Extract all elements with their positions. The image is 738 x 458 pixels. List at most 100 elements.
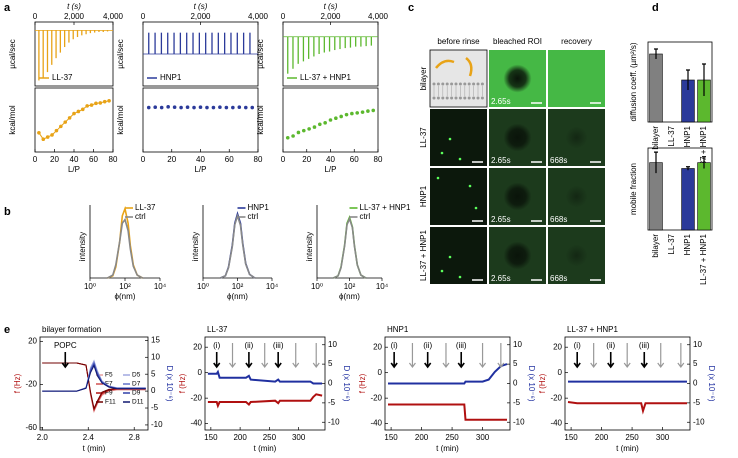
lipid-head	[467, 96, 471, 100]
x-tick-label: 200	[415, 433, 429, 442]
lipid-head	[458, 96, 462, 100]
x-tick-label: 150	[564, 433, 578, 442]
bar	[681, 168, 695, 231]
bar	[649, 53, 663, 123]
x-tick-label: 10²	[344, 282, 356, 291]
y-tick-label: -60	[25, 423, 37, 432]
panel-label: e	[4, 324, 10, 336]
recovered-spot	[565, 244, 588, 267]
annotation-label: (iii)	[639, 341, 650, 350]
lipid-head	[463, 96, 467, 100]
y-axis-label: f (Hz)	[538, 373, 547, 393]
data-point	[339, 114, 343, 119]
timestamp: 2.65s	[491, 274, 511, 283]
y-tick-label: 20	[373, 342, 382, 351]
panel-label: b	[4, 206, 11, 218]
bleached-spot	[503, 123, 532, 152]
lipid-head	[454, 96, 458, 100]
annotation-arrow	[61, 352, 69, 369]
y-tick-label: -40	[190, 419, 202, 428]
rinse-arrow	[590, 343, 598, 368]
x-tick-label: 10⁰	[197, 282, 209, 291]
data-point	[323, 121, 327, 125]
x-axis-label: t (min)	[436, 444, 459, 453]
lipid-head	[445, 96, 449, 100]
data-point	[67, 116, 72, 120]
rinse-arrow	[497, 343, 505, 368]
legend-label: LL-37 + HNP1	[360, 203, 411, 212]
x-tick-label: 4,000	[103, 12, 124, 21]
data-point	[94, 101, 98, 106]
x-tick-label: 0	[141, 155, 146, 164]
x-tick-label: 0	[33, 12, 38, 21]
x-tick-label: 0	[281, 12, 286, 21]
y2-tick-label: 15	[151, 335, 160, 344]
data-point	[98, 101, 103, 105]
lipid-head	[441, 82, 445, 86]
x-tick-label: 250	[263, 433, 277, 442]
lipid-head	[441, 96, 445, 100]
x-tick-label: 250	[445, 433, 459, 442]
vesicle	[436, 176, 440, 180]
trace	[42, 362, 146, 413]
y-tick-label: -20	[190, 393, 202, 402]
legend-label: D5	[132, 372, 141, 379]
data-point	[59, 124, 63, 129]
vesicle	[448, 137, 452, 141]
x-tick-label: 60	[225, 155, 234, 164]
data-point	[250, 105, 255, 110]
data-point	[231, 105, 235, 110]
x-axis-label: ϕ(nm)	[339, 292, 360, 301]
x-tick-label: 40	[196, 155, 205, 164]
y-axis-label: diffusion coeff. (µm²/s)	[629, 42, 638, 121]
annotation-arrow	[424, 352, 432, 369]
y2-tick-label: -5	[693, 398, 701, 407]
data-point	[63, 120, 68, 124]
data-point	[185, 105, 190, 109]
error-bar	[686, 166, 690, 171]
x-tick-label: 80	[254, 155, 263, 164]
x-tick-label: 4,000	[248, 12, 269, 21]
size-distribution	[107, 217, 143, 279]
vesicle	[448, 255, 452, 259]
legend-label: D7	[132, 381, 141, 388]
data-point	[153, 105, 158, 109]
trace	[42, 362, 146, 412]
legend-label: F7	[105, 381, 113, 388]
x-tick-label: 60	[89, 155, 98, 164]
data-point	[237, 105, 242, 109]
annotation-arrow	[573, 352, 581, 369]
size-distribution	[332, 215, 367, 279]
y-axis-label: µcal/sec	[8, 39, 17, 69]
y-tick-label: -40	[370, 419, 382, 428]
y-tick-label: -20	[550, 393, 562, 402]
annotation-label: (ii)	[423, 341, 432, 350]
x-tick-label: 2,000	[64, 12, 85, 21]
x-axis-label: t (s)	[194, 2, 208, 11]
recovered-spot	[565, 126, 588, 149]
data-point	[107, 99, 111, 103]
data-point	[146, 105, 151, 110]
y2-tick-label: 10	[151, 352, 160, 361]
x-tick-label: LL-37	[667, 125, 676, 146]
x-tick-label: 2.8	[129, 433, 141, 442]
x-tick-label: 300	[292, 433, 306, 442]
rinse-arrow	[623, 343, 631, 368]
row-label: LL-37 + HNP1	[419, 229, 428, 280]
annotation-label: (iii)	[456, 341, 467, 350]
vesicle	[468, 184, 472, 188]
x-tick-label: 300	[476, 433, 490, 442]
x-tick-label: 2.0	[37, 433, 49, 442]
legend-label: D11	[132, 399, 144, 406]
x-tick-label: 10⁰	[311, 282, 323, 291]
lipid-head	[472, 96, 476, 100]
recovered-spot	[565, 185, 588, 208]
x-axis-label: t (s)	[67, 2, 81, 11]
x-tick-label: 10²	[232, 282, 244, 291]
x-tick-label: 20	[302, 155, 311, 164]
y-tick-label: 20	[193, 342, 202, 351]
data-point	[50, 133, 54, 137]
data-point	[76, 109, 81, 114]
legend-label: ctrl	[360, 212, 371, 221]
x-axis-label: L/P	[194, 165, 206, 174]
